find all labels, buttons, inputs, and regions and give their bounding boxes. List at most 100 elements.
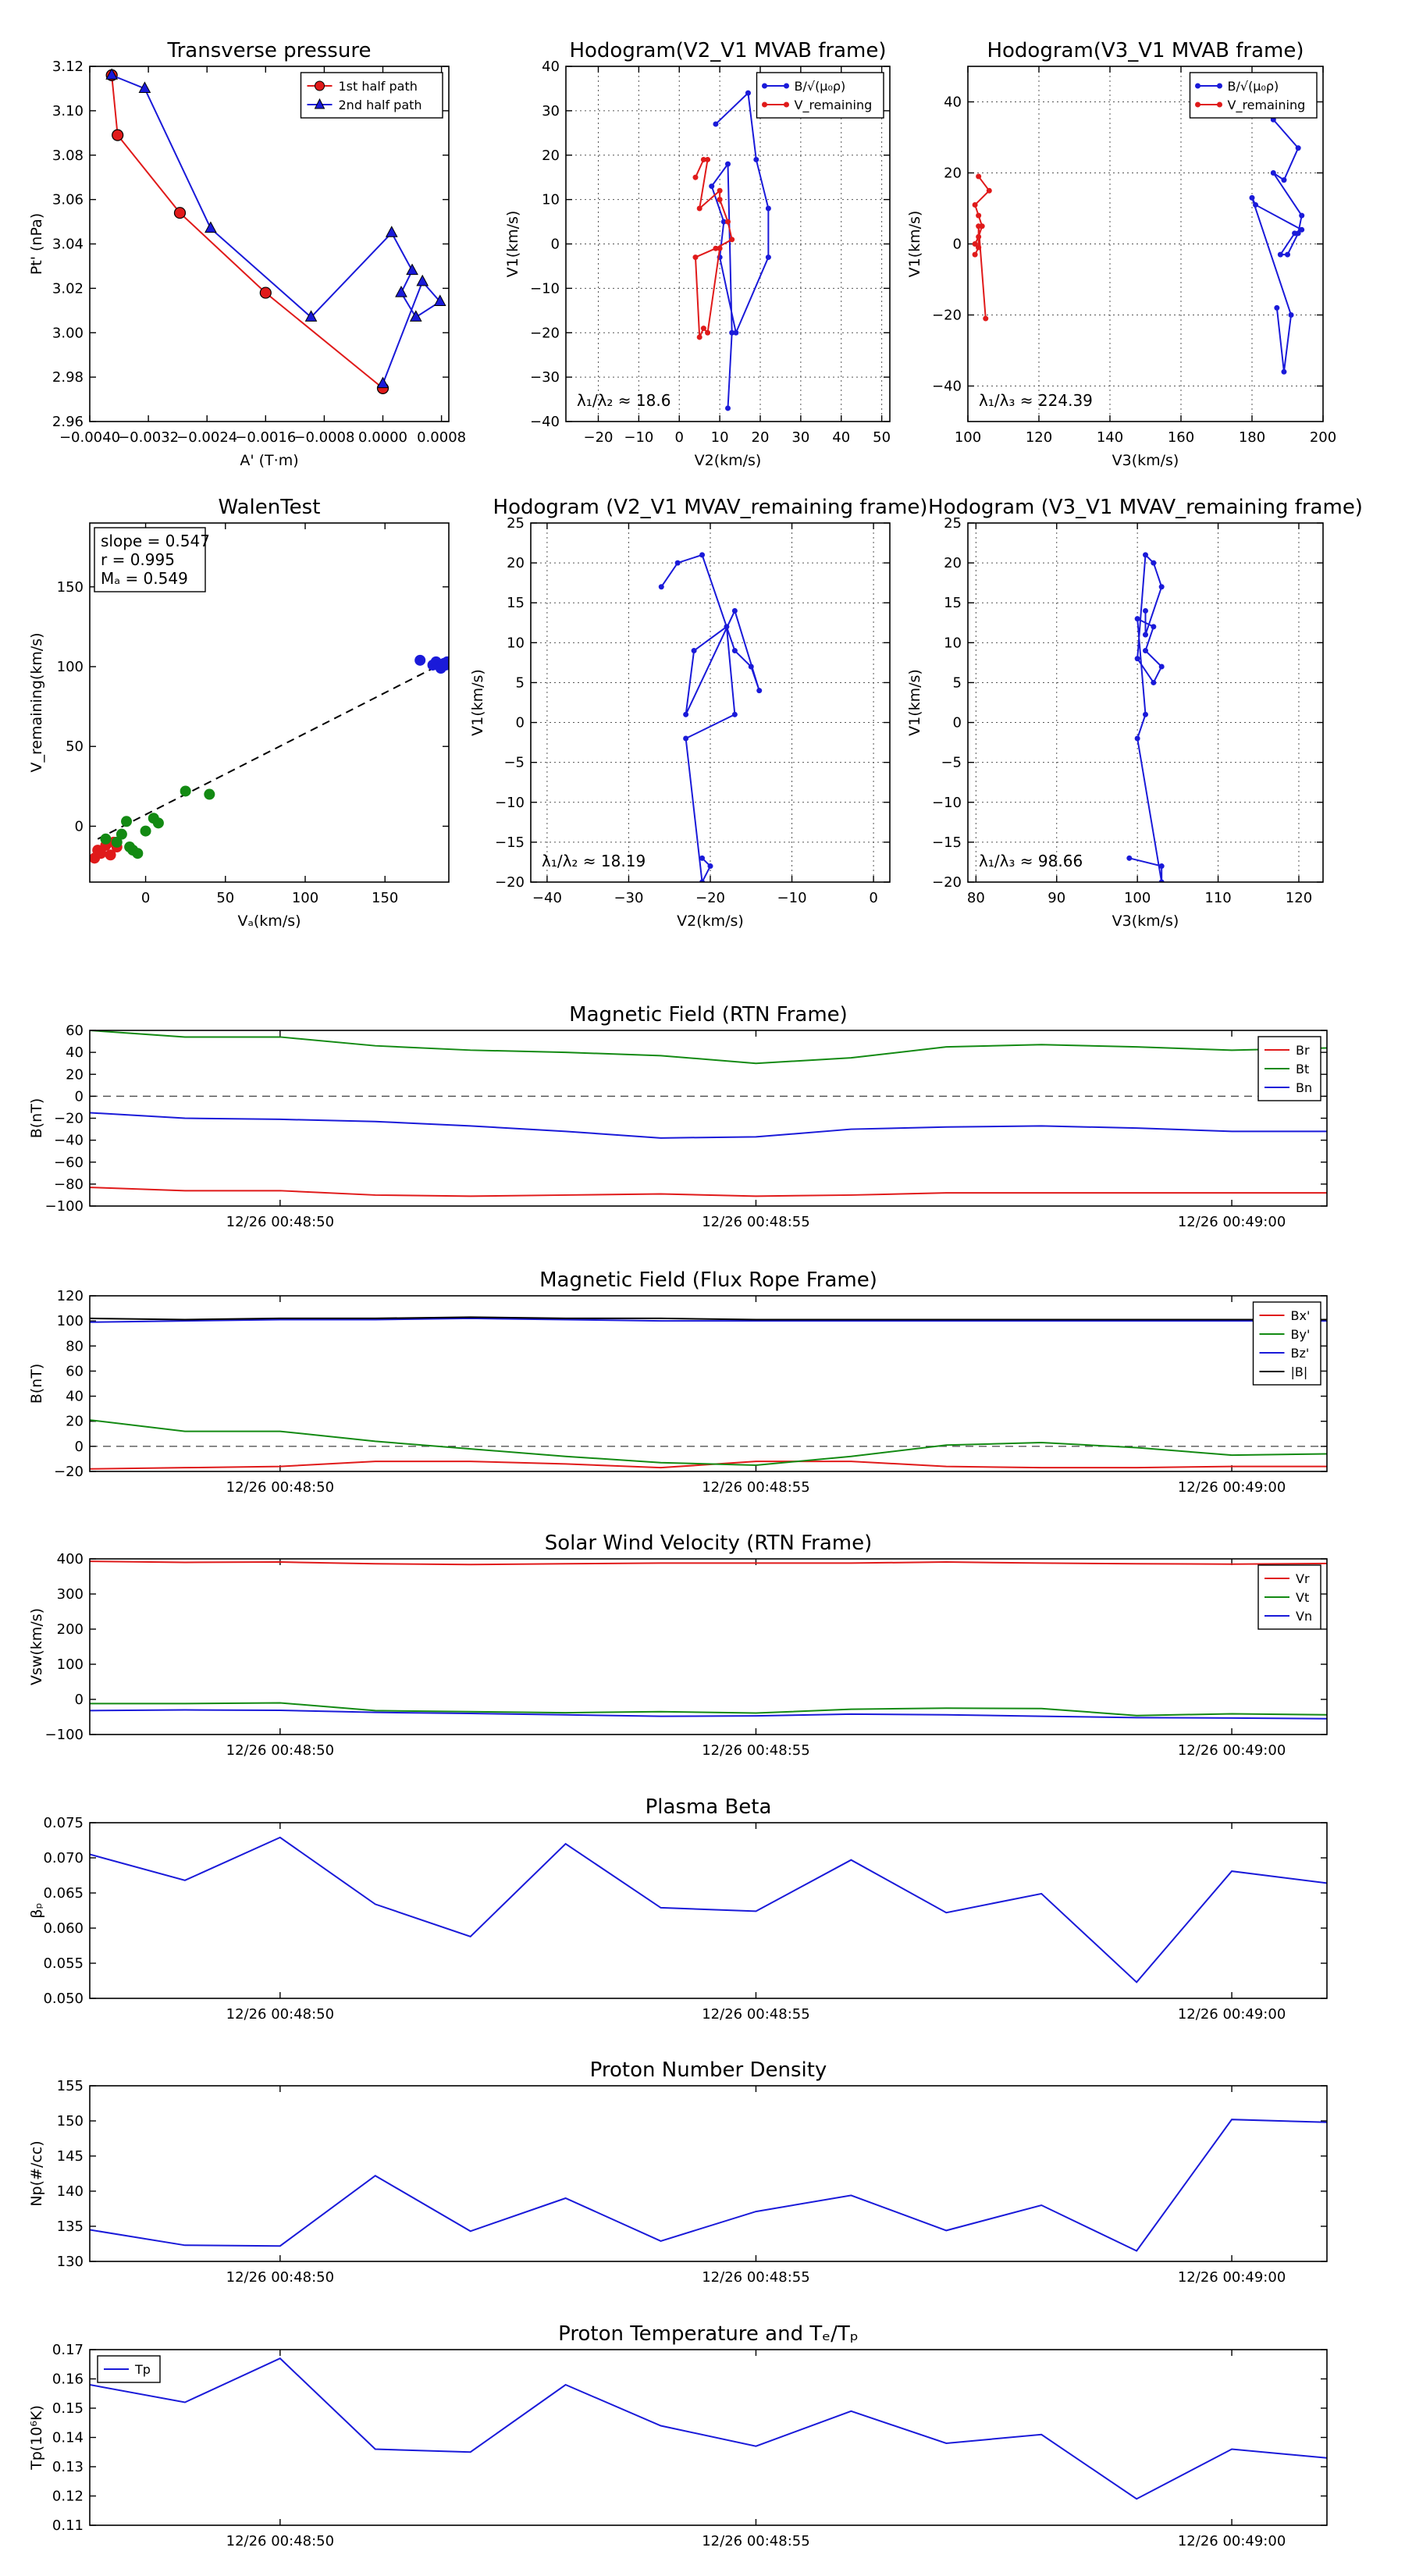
data-point bbox=[1285, 251, 1290, 258]
legend: B/√(μ₀ρ) V_remaining bbox=[756, 72, 884, 119]
data-point bbox=[705, 156, 711, 162]
data-point bbox=[717, 197, 723, 203]
x-tick-label: 12/26 00:48:55 bbox=[702, 1742, 809, 1759]
series-line-Vn bbox=[90, 1709, 1327, 1720]
data-point bbox=[733, 329, 739, 336]
y-tick-label: 60 bbox=[66, 1363, 84, 1379]
scatter-point bbox=[435, 663, 446, 674]
chart-title: Transverse pressure bbox=[167, 39, 372, 62]
x-tick-label: 12/26 00:48:55 bbox=[702, 2006, 809, 2023]
data-point bbox=[696, 334, 702, 340]
chart-title: Proton Number Density bbox=[590, 2058, 827, 2082]
y-tick-label: 200 bbox=[57, 1621, 84, 1638]
y-tick-label: −10 bbox=[530, 280, 560, 297]
y-axis-label: Vsw(km/s) bbox=[28, 1608, 45, 1685]
data-point bbox=[745, 90, 751, 96]
data-point bbox=[1274, 304, 1280, 311]
data-point bbox=[683, 711, 689, 717]
x-tick-label: 120 bbox=[1026, 429, 1052, 446]
chart-title: Hodogram (V2_V1 MVAV_remaining frame) bbox=[493, 496, 928, 519]
annotation: λ₁/λ₃ ≈ 98.66 bbox=[979, 852, 1083, 870]
x-tick-label: −0.0024 bbox=[176, 429, 237, 446]
x-tick-label: 12/26 00:48:55 bbox=[702, 2269, 809, 2286]
y-tick-label: 0.11 bbox=[52, 2517, 84, 2534]
x-tick-label: −0.0040 bbox=[59, 429, 120, 446]
chart-tp2: Proton Temperature and Tₑ/Tₚ Tp(10⁶K) 12/2… bbox=[28, 2322, 1328, 2549]
x-axis-label: V2(km/s) bbox=[677, 913, 744, 930]
y-tick-label: 300 bbox=[57, 1586, 84, 1603]
x-tick-label: 0 bbox=[869, 890, 877, 906]
y-tick-label: 0.12 bbox=[52, 2489, 84, 2505]
legend-label: |B| bbox=[1291, 1364, 1308, 1379]
data-point bbox=[1277, 251, 1283, 258]
y-tick-label: −20 bbox=[54, 1111, 84, 1127]
y-tick-label: 20 bbox=[542, 148, 560, 164]
x-tick-label: −10 bbox=[624, 429, 653, 446]
y-tick-label: 100 bbox=[57, 659, 84, 675]
x-tick-label: −20 bbox=[584, 429, 614, 446]
data-point bbox=[173, 207, 187, 219]
y-tick-label: 0.075 bbox=[43, 1815, 84, 1831]
scatter-point bbox=[116, 828, 127, 840]
x-axis-label: A' (T·m) bbox=[240, 452, 298, 469]
x-tick-label: 12/26 00:48:55 bbox=[702, 1214, 809, 1230]
y-tick-label: 3.00 bbox=[52, 325, 84, 341]
annotation: λ₁/λ₃ ≈ 224.39 bbox=[979, 391, 1093, 410]
plot-area bbox=[692, 90, 771, 411]
x-tick-label: 80 bbox=[967, 890, 985, 906]
scatter-point bbox=[121, 816, 133, 827]
series-line-|B| bbox=[90, 1316, 1327, 1321]
plot-area bbox=[105, 68, 446, 394]
x-tick-label: 12/26 00:48:55 bbox=[702, 2533, 809, 2549]
data-point bbox=[725, 219, 731, 225]
data-point bbox=[731, 711, 738, 717]
chart-title: Magnetic Field (Flux Rope Frame) bbox=[539, 1268, 877, 1292]
data-point bbox=[1134, 735, 1140, 742]
legend-label: 2nd half path bbox=[339, 98, 422, 112]
legend-label: Bx' bbox=[1291, 1308, 1311, 1323]
data-point bbox=[765, 254, 771, 261]
y-tick-label: 25 bbox=[507, 515, 525, 532]
series-line-Bz' bbox=[90, 1317, 1327, 1323]
x-tick-label: 100 bbox=[292, 890, 318, 906]
series-line-B/√(μ₀ρ) bbox=[1251, 119, 1304, 372]
data-point bbox=[304, 310, 318, 322]
y-tick-label: 0 bbox=[75, 1088, 84, 1105]
x-tick-label: 12/26 00:48:50 bbox=[226, 2533, 334, 2549]
series-line-Np bbox=[90, 2119, 1327, 2252]
y-tick-label: −20 bbox=[932, 308, 962, 324]
y-tick-label: 0 bbox=[75, 1439, 84, 1455]
chart-title: Magnetic Field (RTN Frame) bbox=[569, 1003, 848, 1026]
scatter-point bbox=[100, 833, 112, 845]
legend-label: Tp bbox=[134, 2362, 151, 2377]
legend-marker bbox=[762, 101, 767, 108]
chart-title: Plasma Beta bbox=[646, 1795, 772, 1819]
data-point bbox=[1158, 863, 1165, 870]
data-point bbox=[1158, 664, 1165, 670]
plot-area bbox=[1126, 552, 1165, 882]
x-tick-label: 140 bbox=[1097, 429, 1123, 446]
legend-marker bbox=[1195, 101, 1200, 108]
x-axis-label: V2(km/s) bbox=[695, 452, 762, 469]
y-tick-label: −40 bbox=[932, 379, 962, 395]
data-point bbox=[385, 226, 398, 237]
plot-area bbox=[90, 2119, 1327, 2252]
data-point bbox=[112, 129, 124, 141]
x-tick-label: 12/26 00:49:00 bbox=[1178, 2269, 1286, 2286]
data-point bbox=[1288, 312, 1294, 318]
data-point bbox=[729, 237, 735, 243]
data-point bbox=[976, 233, 982, 240]
series-line-By' bbox=[90, 1419, 1327, 1466]
legend-box bbox=[300, 72, 443, 119]
data-point bbox=[753, 156, 759, 162]
y-tick-label: −15 bbox=[932, 834, 962, 851]
y-tick-label: 20 bbox=[944, 165, 962, 182]
y-tick-label: 155 bbox=[57, 2078, 84, 2094]
plot-frame bbox=[89, 1822, 1328, 1999]
plot-frame bbox=[89, 1295, 1328, 1472]
data-point bbox=[409, 310, 422, 322]
y-tick-label: 3.02 bbox=[52, 280, 84, 297]
y-axis-label: V1(km/s) bbox=[906, 211, 923, 278]
data-point bbox=[976, 212, 982, 219]
